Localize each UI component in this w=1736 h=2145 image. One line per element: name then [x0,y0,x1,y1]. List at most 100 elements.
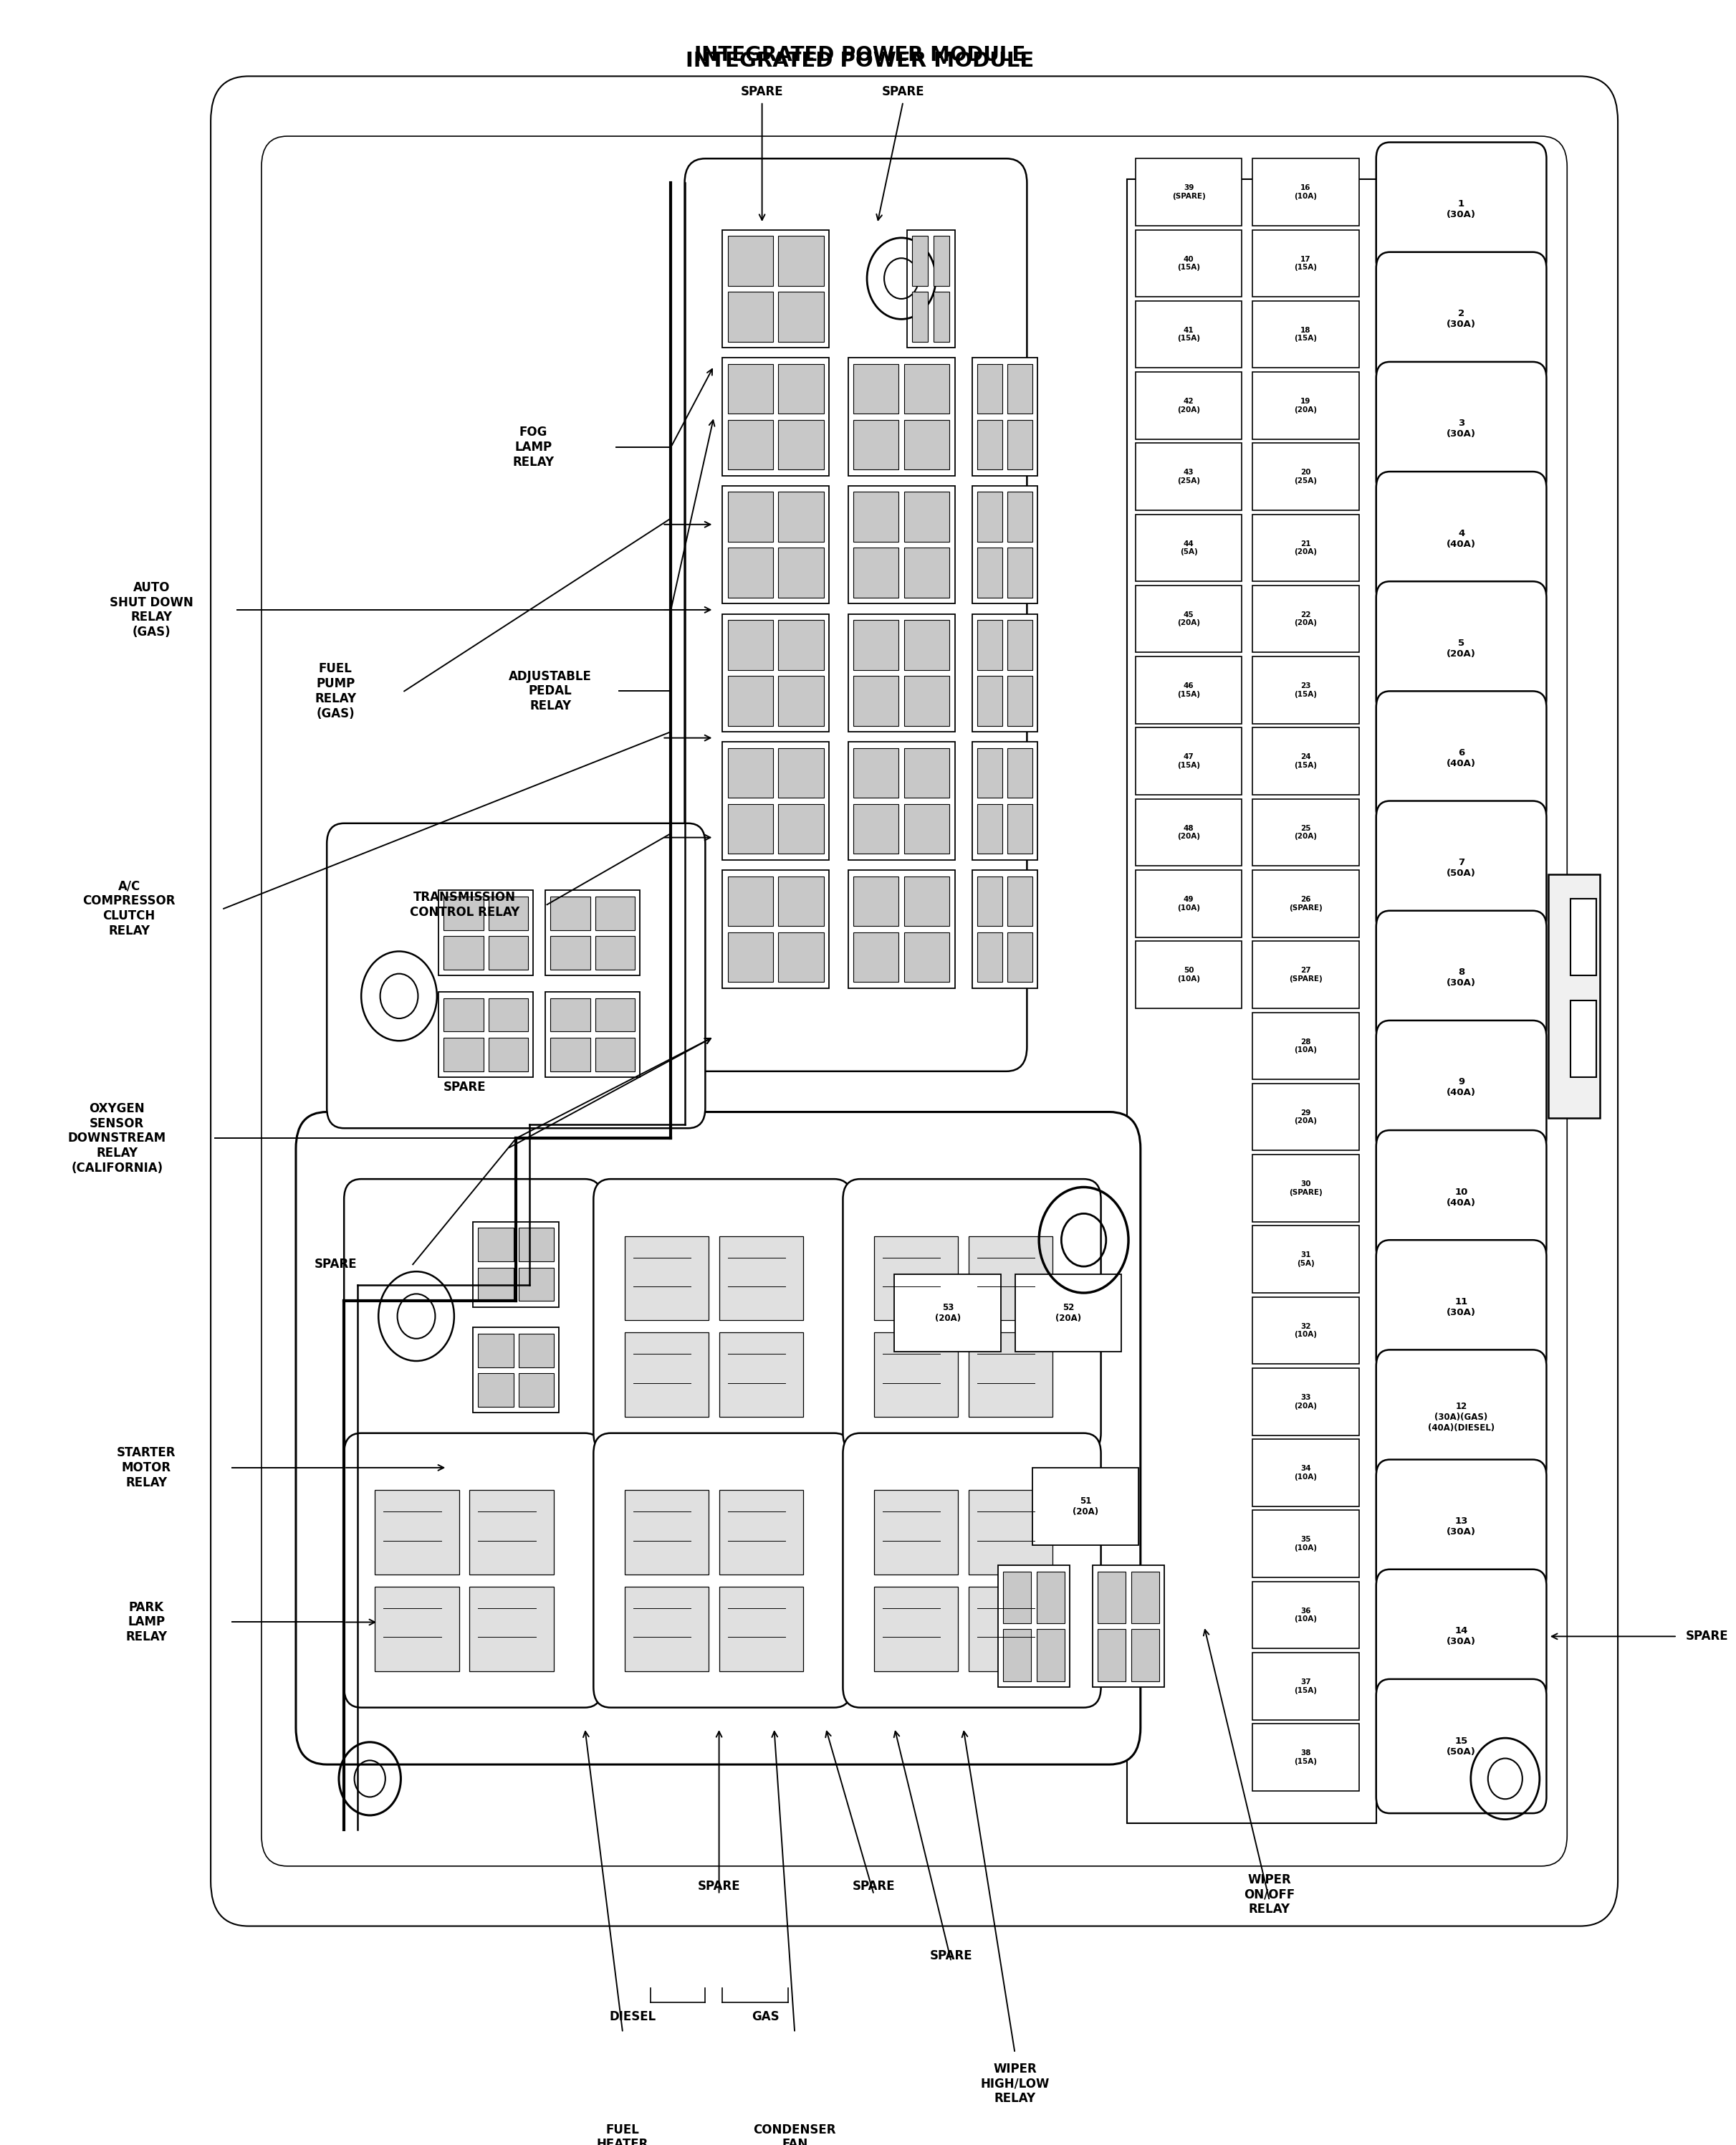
Bar [977,804,1002,854]
Text: INTEGRATED POWER MODULE: INTEGRATED POWER MODULE [686,51,1035,71]
FancyBboxPatch shape [295,1111,1141,1765]
Bar [969,1587,1052,1671]
Bar [977,547,1002,598]
Text: FUEL
HEATER
RELAY: FUEL HEATER RELAY [597,2124,649,2145]
Bar [778,236,825,285]
Text: FOG
LAMP
RELAY: FOG LAMP RELAY [512,427,554,468]
Text: 53
(20A): 53 (20A) [936,1304,960,1323]
Bar [595,997,635,1032]
FancyBboxPatch shape [594,1180,851,1454]
Bar [722,358,830,476]
Bar [972,613,1038,731]
Bar [894,1274,1002,1351]
Bar [778,365,825,414]
Text: 38
(15A): 38 (15A) [1293,1750,1318,1765]
Bar [519,1268,554,1302]
Bar [1007,933,1033,982]
Text: A/C
COMPRESSOR
CLUTCH
RELAY: A/C COMPRESSOR CLUTCH RELAY [83,879,175,937]
Bar [934,236,950,285]
Bar [1252,942,1359,1008]
Text: 9
(40A): 9 (40A) [1446,1077,1476,1098]
Bar [972,485,1038,603]
Bar [722,613,830,731]
FancyBboxPatch shape [1377,472,1547,605]
Text: SPARE: SPARE [930,1950,972,1963]
FancyBboxPatch shape [1377,1680,1547,1813]
Bar [595,935,635,970]
Bar [625,1587,708,1671]
Bar [727,933,773,982]
Bar [972,742,1038,860]
Text: STARTER
MOTOR
RELAY: STARTER MOTOR RELAY [116,1446,175,1489]
Bar [550,935,590,970]
Bar [1135,300,1241,369]
Bar [904,420,950,470]
Bar [1252,586,1359,652]
Bar [778,804,825,854]
Bar [778,420,825,470]
Bar [1092,1566,1165,1688]
Bar [470,1491,554,1574]
FancyBboxPatch shape [217,84,1611,1920]
Text: 52
(20A): 52 (20A) [1055,1304,1082,1323]
Bar [1252,371,1359,440]
Bar [519,1227,554,1261]
Text: 22
(20A): 22 (20A) [1293,611,1318,626]
Bar [625,1332,708,1418]
Bar [904,491,950,543]
Bar [625,1236,708,1321]
FancyBboxPatch shape [344,1433,602,1707]
Bar [1252,1510,1359,1577]
Bar [1135,942,1241,1008]
Bar [1007,620,1033,669]
Bar [852,491,899,543]
Text: 41
(15A): 41 (15A) [1177,326,1200,343]
Bar [722,485,830,603]
FancyBboxPatch shape [1377,1021,1547,1154]
Bar [1135,586,1241,652]
Bar [778,749,825,798]
Bar [727,236,773,285]
Text: WIPER
ON/OFF
RELAY: WIPER ON/OFF RELAY [1245,1873,1295,1915]
Bar [595,1038,635,1070]
FancyBboxPatch shape [684,159,1028,1070]
Text: 28
(10A): 28 (10A) [1293,1038,1318,1053]
Bar [1252,515,1359,581]
Bar [849,613,955,731]
Bar [977,620,1002,669]
Bar [477,1227,514,1261]
Bar [998,1566,1069,1688]
Bar [977,933,1002,982]
Bar [1135,515,1241,581]
Bar [1135,371,1241,440]
Text: WIPER
HIGH/LOW
RELAY: WIPER HIGH/LOW RELAY [981,2061,1050,2104]
Text: TRANSMISSION
CONTROL RELAY: TRANSMISSION CONTROL RELAY [410,890,519,918]
Bar [969,1236,1052,1321]
FancyBboxPatch shape [344,1180,602,1454]
Bar [1252,656,1359,723]
Bar [545,991,641,1077]
Bar [472,1223,559,1306]
Bar [1033,1467,1139,1544]
Bar [1252,444,1359,511]
Bar [722,742,830,860]
FancyBboxPatch shape [229,97,1601,1905]
Text: 31
(5A): 31 (5A) [1297,1251,1314,1268]
Bar [545,890,641,976]
Bar [1127,178,1377,1823]
Bar [1252,727,1359,796]
Bar [719,1587,804,1671]
Bar [1007,875,1033,927]
Bar [477,1268,514,1302]
Bar [904,547,950,598]
Text: 27
(SPARE): 27 (SPARE) [1288,967,1323,982]
Bar [1135,727,1241,796]
Bar [727,292,773,341]
Text: 6
(40A): 6 (40A) [1446,749,1476,768]
Bar [1252,1369,1359,1435]
FancyBboxPatch shape [594,1433,851,1707]
Bar [550,1038,590,1070]
Text: 39
(SPARE): 39 (SPARE) [1172,184,1205,199]
Bar [1252,159,1359,225]
Text: 2
(30A): 2 (30A) [1446,309,1476,328]
